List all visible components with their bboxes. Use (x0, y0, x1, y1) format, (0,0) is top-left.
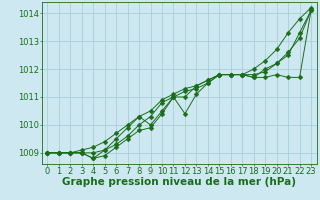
X-axis label: Graphe pression niveau de la mer (hPa): Graphe pression niveau de la mer (hPa) (62, 177, 296, 187)
